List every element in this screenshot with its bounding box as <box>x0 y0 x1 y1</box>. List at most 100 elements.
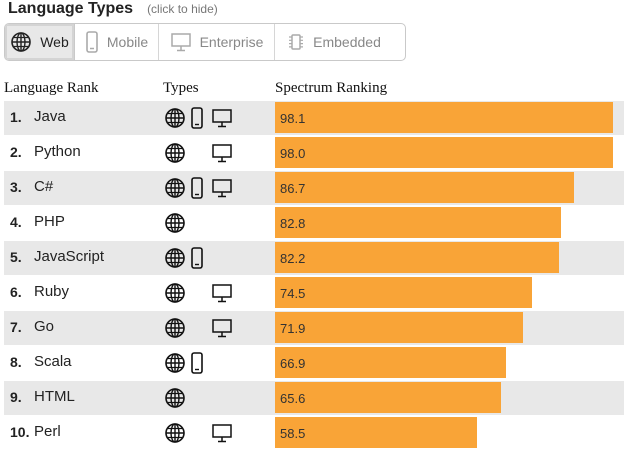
phone-icon <box>190 107 204 134</box>
type-icons <box>164 317 234 339</box>
globe-icon <box>164 142 186 169</box>
ranking-bar-track: 82.2 <box>275 242 620 273</box>
ranking-bar <box>275 312 523 343</box>
language-name: PHP <box>34 213 65 230</box>
ranking-value: 82.2 <box>280 251 306 266</box>
ranking-value: 58.5 <box>280 426 306 441</box>
ranking-bar-track: 98.1 <box>275 102 620 133</box>
globe-icon <box>164 247 186 274</box>
globe-icon <box>164 282 186 309</box>
globe-icon <box>164 422 186 449</box>
type-icons <box>164 107 234 129</box>
rank-number: 10. <box>10 424 30 440</box>
globe-icon <box>10 31 32 53</box>
type-icons <box>164 387 234 409</box>
ranking-bar-track: 98.0 <box>275 137 620 168</box>
monitor-icon <box>211 317 233 344</box>
globe-icon <box>164 352 186 379</box>
rank-number: 9. <box>10 389 22 405</box>
ranking-value: 66.9 <box>280 356 306 371</box>
panel-header: Language Types (click to hide) <box>8 0 218 22</box>
monitor-icon <box>211 282 233 309</box>
table-row: 9. HTML 65.6 <box>4 380 624 415</box>
language-name: Ruby <box>34 283 70 300</box>
type-icons <box>164 282 234 304</box>
ranking-bar <box>275 207 561 238</box>
hide-toggle-link[interactable]: (click to hide) <box>147 2 218 16</box>
monitor-icon <box>211 107 233 134</box>
table-row: 4. PHP 82.8 <box>4 205 624 240</box>
phone-icon <box>190 247 204 274</box>
language-name: JavaScript <box>34 248 105 265</box>
table-row: 1. Java 98.1 <box>4 100 624 135</box>
ranking-value: 74.5 <box>280 286 306 301</box>
phone-icon <box>85 31 99 53</box>
table-row: 8. Scala 66.9 <box>4 345 624 380</box>
ranking-bar-track: 58.5 <box>275 417 620 448</box>
filter-enterprise-button[interactable]: Enterprise <box>159 24 275 60</box>
language-name: Perl <box>34 423 61 440</box>
monitor-icon <box>211 142 233 169</box>
ranking-bar-track: 82.8 <box>275 207 620 238</box>
filter-mobile-button[interactable]: Mobile <box>75 24 159 60</box>
language-name: Go <box>34 318 55 335</box>
ranking-value: 71.9 <box>280 321 306 336</box>
type-icons <box>164 247 234 269</box>
ranking-value: 86.7 <box>280 181 306 196</box>
column-header-ranking: Spectrum Ranking <box>275 80 388 96</box>
type-icons <box>164 212 234 234</box>
rank-number: 6. <box>10 284 22 300</box>
rank-number: 4. <box>10 214 22 230</box>
ranking-bar <box>275 242 559 273</box>
filter-label: Web <box>40 34 69 50</box>
language-name: Java <box>34 108 66 125</box>
rank-number: 7. <box>10 319 22 335</box>
ranking-bar <box>275 172 574 203</box>
column-header-types: Types <box>163 80 199 96</box>
ranking-bar <box>275 102 613 133</box>
ranking-value: 82.8 <box>280 216 306 231</box>
filter-web-button[interactable]: Web <box>5 24 75 60</box>
filter-label: Mobile <box>106 34 149 50</box>
rank-number: 1. <box>10 109 22 125</box>
ranking-bar <box>275 382 501 413</box>
type-icons <box>164 177 234 199</box>
type-icons <box>164 142 234 164</box>
ranking-bar-track: 86.7 <box>275 172 620 203</box>
table-row: 7. Go 71.9 <box>4 310 624 345</box>
ranking-bar-track: 65.6 <box>275 382 620 413</box>
globe-icon <box>164 387 186 414</box>
panel-title: Language Types <box>8 0 134 17</box>
monitor-icon <box>170 31 192 53</box>
ranking-value: 65.6 <box>280 391 306 406</box>
rank-number: 8. <box>10 354 22 370</box>
rank-number: 2. <box>10 144 22 160</box>
ranking-value: 98.1 <box>280 111 306 126</box>
globe-icon <box>164 212 186 239</box>
ranking-bar <box>275 277 532 308</box>
phone-icon <box>190 177 204 204</box>
table-row: 6. Ruby 74.5 <box>4 275 624 310</box>
monitor-icon <box>211 177 233 204</box>
ranking-table: 1. Java 98.1 2. Python 98.0 3. C# 86.7 4. PHP <box>4 100 624 450</box>
ranking-bar-track: 66.9 <box>275 347 620 378</box>
globe-icon <box>164 317 186 344</box>
phone-icon <box>190 352 204 379</box>
ranking-bar-track: 71.9 <box>275 312 620 343</box>
table-row: 2. Python 98.0 <box>4 135 624 170</box>
ranking-bar <box>275 137 613 168</box>
filter-label: Embedded <box>313 34 381 50</box>
language-name: HTML <box>34 388 75 405</box>
globe-icon <box>164 107 186 134</box>
ranking-value: 98.0 <box>280 146 306 161</box>
filter-label: Enterprise <box>199 34 264 50</box>
language-name: C# <box>34 178 54 195</box>
type-icons <box>164 352 234 374</box>
monitor-icon <box>211 422 233 449</box>
chip-icon <box>287 32 305 52</box>
ranking-bar-track: 74.5 <box>275 277 620 308</box>
table-row: 10. Perl 58.5 <box>4 415 624 450</box>
rank-number: 3. <box>10 179 22 195</box>
column-header-rank: Language Rank <box>4 80 99 96</box>
filter-embedded-button[interactable]: Embedded <box>275 24 393 60</box>
